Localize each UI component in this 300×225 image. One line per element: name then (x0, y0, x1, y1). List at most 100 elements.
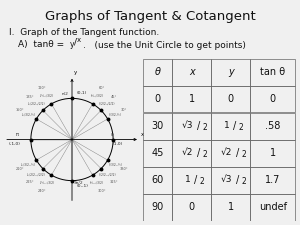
Text: 30°: 30° (121, 108, 127, 112)
Text: y: y (228, 67, 234, 77)
Text: y: y (74, 70, 77, 76)
Text: 1: 1 (228, 202, 234, 212)
Text: (½,-√3/2): (½,-√3/2) (90, 181, 104, 185)
Text: /: / (74, 38, 77, 47)
Text: 135°: 135° (26, 95, 34, 99)
Text: √3: √3 (181, 121, 193, 130)
Bar (142, 58, 172, 86)
Text: 60°: 60° (99, 86, 105, 90)
Text: 0: 0 (154, 94, 161, 104)
Text: (1,0): (1,0) (112, 142, 122, 146)
Text: /: / (236, 148, 239, 157)
Bar (211, 166, 250, 194)
Text: (√3/2,½): (√3/2,½) (109, 112, 122, 116)
Text: 2: 2 (202, 150, 207, 159)
Bar (172, 86, 211, 112)
Bar (172, 194, 211, 220)
Text: (½,√3/2): (½,√3/2) (91, 94, 103, 98)
Bar (250, 194, 296, 220)
Text: .   (use the Unit Circle to get points): . (use the Unit Circle to get points) (83, 40, 246, 50)
Bar (142, 166, 172, 194)
Bar (211, 58, 250, 86)
Text: I.  Graph of the Tangent function.: I. Graph of the Tangent function. (9, 28, 159, 37)
Text: 1: 1 (189, 94, 195, 104)
Text: 0: 0 (228, 94, 234, 104)
Bar (211, 112, 250, 140)
Text: (√3/2,-½): (√3/2,-½) (109, 163, 122, 166)
Text: tan θ: tan θ (260, 67, 285, 77)
Bar (172, 166, 211, 194)
Text: (-½,-√3/2): (-½,-√3/2) (39, 181, 55, 185)
Bar (172, 112, 211, 140)
Text: 2: 2 (200, 177, 204, 186)
Text: x: x (189, 67, 195, 77)
Text: 0: 0 (110, 133, 113, 137)
Text: 0: 0 (270, 94, 276, 104)
Text: (0,-1): (0,-1) (77, 184, 89, 188)
Text: 90: 90 (151, 202, 164, 212)
Text: undef: undef (259, 202, 287, 212)
Text: (-√3/2,½): (-√3/2,½) (22, 112, 35, 116)
Text: x: x (141, 133, 144, 137)
Bar (250, 112, 296, 140)
Text: /: / (197, 148, 200, 157)
Text: 45°: 45° (111, 95, 117, 99)
Text: 2: 2 (238, 123, 243, 132)
Text: (0,1): (0,1) (77, 91, 87, 95)
Text: (√2/2,-√2/2): (√2/2,-√2/2) (99, 173, 116, 177)
Bar (142, 194, 172, 220)
Bar (142, 112, 172, 140)
Text: .58: .58 (265, 121, 280, 131)
Text: 210°: 210° (16, 167, 25, 171)
Text: 0: 0 (189, 202, 195, 212)
Text: √3: √3 (220, 175, 232, 184)
Text: 1: 1 (270, 148, 276, 158)
Text: 2: 2 (242, 150, 246, 159)
Text: /: / (233, 121, 236, 130)
Bar (142, 140, 172, 166)
Text: 30: 30 (151, 121, 164, 131)
Bar (250, 86, 296, 112)
Text: (√2/2,√2/2): (√2/2,√2/2) (99, 102, 116, 106)
Text: /: / (197, 121, 200, 130)
Text: 60: 60 (151, 175, 164, 185)
Text: π: π (16, 132, 19, 137)
Text: θ: θ (154, 67, 160, 77)
Text: 225°: 225° (26, 180, 34, 184)
Text: (-1,0): (-1,0) (8, 142, 20, 146)
Text: x: x (77, 37, 81, 43)
Text: 300°: 300° (98, 189, 106, 193)
Text: 2: 2 (242, 177, 246, 186)
Text: √2: √2 (181, 148, 193, 157)
Text: /: / (194, 175, 197, 184)
Text: √2: √2 (220, 148, 232, 157)
Text: 2: 2 (202, 123, 207, 132)
Text: (-½,√3/2): (-½,√3/2) (40, 94, 54, 98)
Text: 315°: 315° (110, 180, 118, 184)
Bar (250, 166, 296, 194)
Text: 45: 45 (151, 148, 164, 158)
Text: 1.7: 1.7 (265, 175, 280, 185)
Bar (250, 140, 296, 166)
Text: 1: 1 (185, 175, 191, 184)
Text: 330°: 330° (119, 167, 128, 171)
Bar (172, 140, 211, 166)
Text: π/2: π/2 (61, 92, 68, 96)
Bar (172, 58, 211, 86)
Bar (211, 140, 250, 166)
Text: 150°: 150° (16, 108, 25, 112)
Text: Graphs of Tangent & Cotangent: Graphs of Tangent & Cotangent (45, 10, 255, 23)
Bar (211, 86, 250, 112)
Bar (211, 194, 250, 220)
Text: (-√2/2,-√2/2): (-√2/2,-√2/2) (27, 173, 46, 177)
Text: (-√2/2,√2/2): (-√2/2,√2/2) (28, 102, 45, 106)
Text: 240°: 240° (38, 189, 46, 193)
Bar (142, 86, 172, 112)
Text: (-√3/2,-½): (-√3/2,-½) (21, 163, 36, 166)
Text: 120°: 120° (38, 86, 46, 90)
Text: /: / (236, 175, 239, 184)
Text: A)  tanθ =: A) tanθ = (18, 40, 67, 50)
Bar (250, 58, 296, 86)
Text: 1: 1 (224, 121, 230, 130)
Text: y: y (70, 40, 74, 49)
